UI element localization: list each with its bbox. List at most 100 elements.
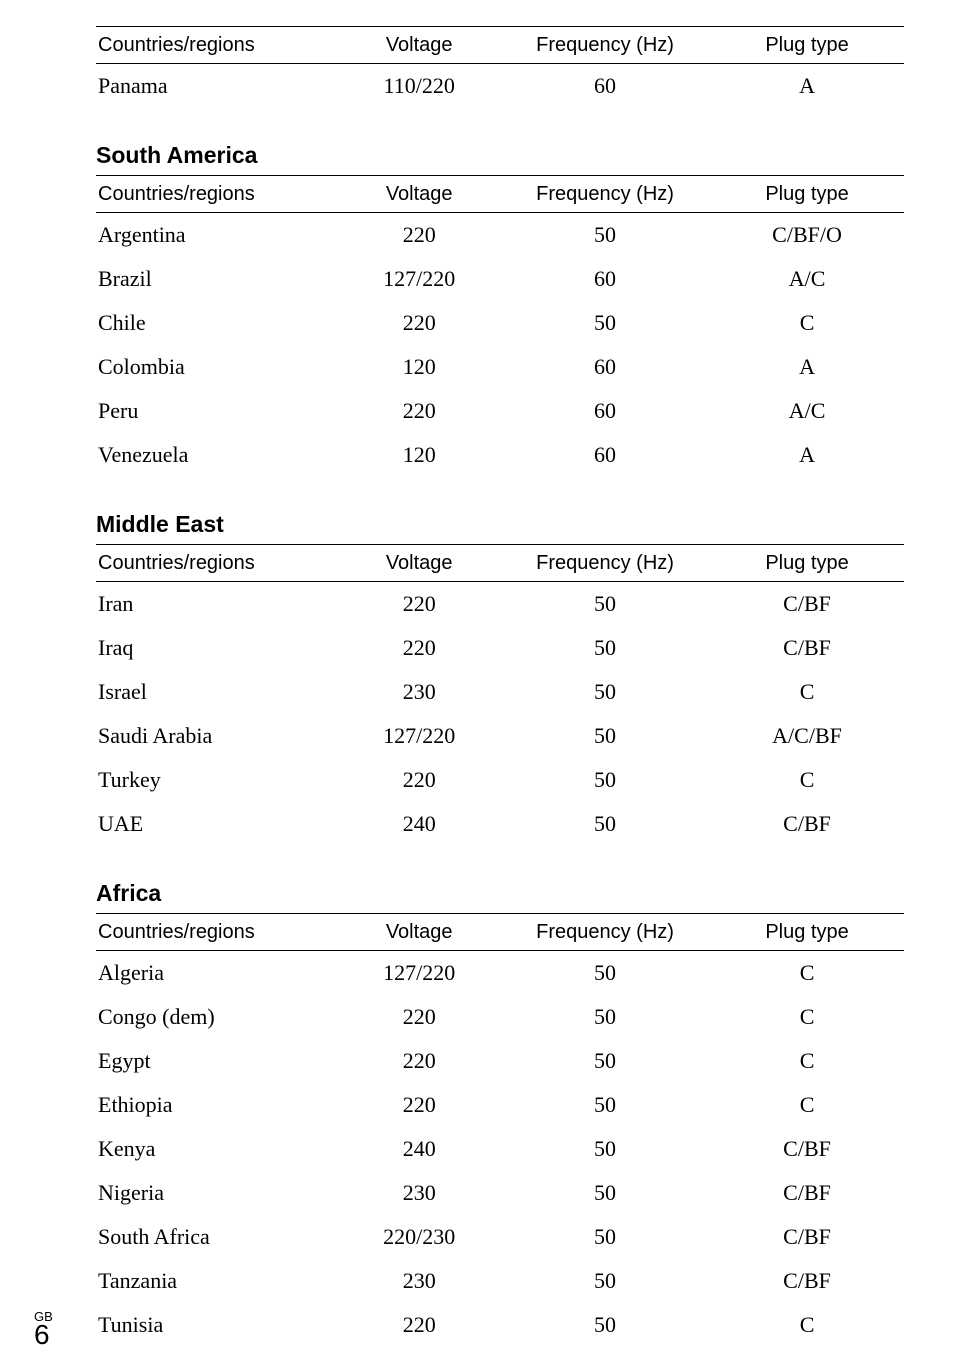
cell-plug: C/BF [710, 582, 904, 627]
cell-country: Tanzania [96, 1259, 338, 1303]
table-row: Turkey22050C [96, 758, 904, 802]
header-voltage: Voltage [338, 914, 500, 951]
cell-frequency: 50 [500, 1259, 710, 1303]
cell-plug: C/BF [710, 1127, 904, 1171]
cell-voltage: 240 [338, 802, 500, 846]
table-row: Venezuela12060A [96, 433, 904, 477]
cell-voltage: 120 [338, 433, 500, 477]
cell-frequency: 50 [500, 1083, 710, 1127]
table-row: UAE24050C/BF [96, 802, 904, 846]
cell-country: Iran [96, 582, 338, 627]
cell-frequency: 50 [500, 995, 710, 1039]
cell-plug: C [710, 1303, 904, 1347]
cell-voltage: 220 [338, 995, 500, 1039]
cell-plug: C/BF [710, 1171, 904, 1215]
cell-voltage: 110/220 [338, 64, 500, 109]
header-frequency: Frequency (Hz) [500, 27, 710, 64]
sections-container: South America Countries/regionsVoltageFre… [96, 142, 904, 1347]
table-row: Brazil127/22060A/C [96, 257, 904, 301]
cell-voltage: 220 [338, 1303, 500, 1347]
cell-plug: C [710, 670, 904, 714]
header-plug: Plug type [710, 27, 904, 64]
table-body: Algeria127/22050CCongo (dem)22050CEgypt2… [96, 951, 904, 1348]
cell-frequency: 50 [500, 1171, 710, 1215]
cell-frequency: 60 [500, 433, 710, 477]
cell-voltage: 230 [338, 1259, 500, 1303]
cell-country: Congo (dem) [96, 995, 338, 1039]
cell-plug: A/C/BF [710, 714, 904, 758]
cell-plug: C/BF/O [710, 213, 904, 258]
cell-voltage: 230 [338, 670, 500, 714]
cell-frequency: 50 [500, 301, 710, 345]
cell-plug: C/BF [710, 1259, 904, 1303]
cell-country: Argentina [96, 213, 338, 258]
cell-voltage: 127/220 [338, 714, 500, 758]
table-row: Kenya24050C/BF [96, 1127, 904, 1171]
table-body: Argentina22050C/BF/OBrazil127/22060A/CCh… [96, 213, 904, 478]
cell-voltage: 127/220 [338, 257, 500, 301]
cell-frequency: 50 [500, 1039, 710, 1083]
header-voltage: Voltage [338, 176, 500, 213]
header-voltage: Voltage [338, 27, 500, 64]
cell-country: Algeria [96, 951, 338, 996]
cell-frequency: 50 [500, 714, 710, 758]
page: Countries/regions Voltage Frequency (Hz)… [0, 0, 954, 1367]
data-table: Countries/regionsVoltageFrequency (Hz)Pl… [96, 175, 904, 477]
table-row: Nigeria23050C/BF [96, 1171, 904, 1215]
table-row: Iran22050C/BF [96, 582, 904, 627]
cell-country: Brazil [96, 257, 338, 301]
cell-voltage: 220 [338, 1083, 500, 1127]
table-row: Saudi Arabia127/22050A/C/BF [96, 714, 904, 758]
section-title: Middle East [96, 511, 904, 538]
header-voltage: Voltage [338, 545, 500, 582]
cell-voltage: 127/220 [338, 951, 500, 996]
cell-voltage: 220 [338, 626, 500, 670]
table-row: Israel23050C [96, 670, 904, 714]
cell-voltage: 220 [338, 758, 500, 802]
header-country: Countries/regions [96, 545, 338, 582]
cell-frequency: 50 [500, 1303, 710, 1347]
cell-country: Israel [96, 670, 338, 714]
cell-frequency: 50 [500, 951, 710, 996]
cell-country: Kenya [96, 1127, 338, 1171]
header-country: Countries/regions [96, 914, 338, 951]
cell-frequency: 50 [500, 213, 710, 258]
cell-country: South Africa [96, 1215, 338, 1259]
cell-frequency: 50 [500, 802, 710, 846]
cell-plug: C [710, 995, 904, 1039]
cell-country: Colombia [96, 345, 338, 389]
cell-frequency: 60 [500, 345, 710, 389]
cell-voltage: 120 [338, 345, 500, 389]
cell-frequency: 60 [500, 64, 710, 109]
cell-voltage: 230 [338, 1171, 500, 1215]
cell-plug: A/C [710, 257, 904, 301]
header-country: Countries/regions [96, 176, 338, 213]
cell-plug: A [710, 433, 904, 477]
cell-country: Turkey [96, 758, 338, 802]
cell-voltage: 220 [338, 389, 500, 433]
table-top: Countries/regions Voltage Frequency (Hz)… [96, 26, 904, 108]
section-title: South America [96, 142, 904, 169]
cell-plug: C/BF [710, 626, 904, 670]
cell-frequency: 50 [500, 626, 710, 670]
table-body: Iran22050C/BFIraq22050C/BFIsrael23050CSa… [96, 582, 904, 847]
table-row: Tunisia22050C [96, 1303, 904, 1347]
cell-country: Egypt [96, 1039, 338, 1083]
cell-frequency: 50 [500, 582, 710, 627]
table-row: Chile22050C [96, 301, 904, 345]
header-plug: Plug type [710, 176, 904, 213]
cell-country: Ethiopia [96, 1083, 338, 1127]
cell-plug: A [710, 345, 904, 389]
cell-voltage: 220/230 [338, 1215, 500, 1259]
table-body: Panama110/22060A [96, 64, 904, 109]
header-plug: Plug type [710, 545, 904, 582]
table-row: Argentina22050C/BF/O [96, 213, 904, 258]
cell-plug: C/BF [710, 1215, 904, 1259]
cell-voltage: 240 [338, 1127, 500, 1171]
cell-frequency: 60 [500, 257, 710, 301]
cell-country: Saudi Arabia [96, 714, 338, 758]
cell-plug: C [710, 758, 904, 802]
page-footer: GB 6 [34, 1310, 53, 1349]
cell-voltage: 220 [338, 582, 500, 627]
table-header: Countries/regions Voltage Frequency (Hz)… [96, 27, 904, 64]
